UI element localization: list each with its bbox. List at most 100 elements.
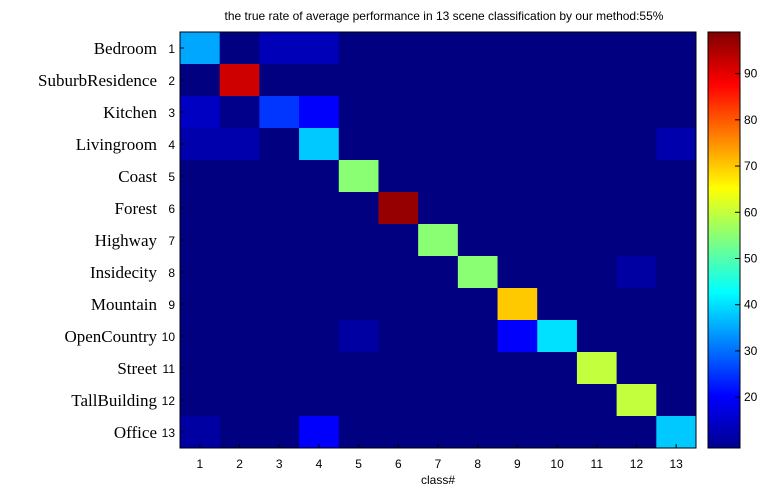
heatmap-cell bbox=[180, 384, 221, 417]
heatmap-cell bbox=[497, 64, 538, 97]
heatmap-cell bbox=[576, 64, 618, 97]
heatmap-cell bbox=[457, 96, 499, 129]
heatmap-cell bbox=[616, 352, 657, 385]
col-tick-label: 8 bbox=[474, 457, 481, 471]
row-tick-label: 9 bbox=[168, 298, 175, 312]
heatmap-cell bbox=[457, 288, 499, 321]
row-label: Coast bbox=[118, 167, 157, 186]
heatmap-cell bbox=[418, 288, 459, 321]
row-tick-label: 11 bbox=[163, 362, 176, 376]
heatmap-cells bbox=[180, 32, 697, 449]
heatmap-cell bbox=[576, 224, 618, 257]
heatmap-cell bbox=[259, 160, 300, 193]
heatmap-cell bbox=[418, 384, 459, 417]
col-tick-label: 2 bbox=[236, 457, 243, 471]
heatmap-cell bbox=[180, 64, 221, 97]
row-label: SuburbResidence bbox=[38, 71, 157, 90]
heatmap-cell bbox=[497, 160, 538, 193]
heatmap-cell bbox=[259, 384, 300, 417]
heatmap-cell bbox=[338, 160, 379, 193]
heatmap-cell bbox=[180, 160, 221, 193]
heatmap-cell bbox=[616, 288, 657, 321]
heatmap-cell bbox=[219, 128, 260, 161]
heatmap-cell bbox=[219, 384, 260, 417]
heatmap-cell bbox=[259, 416, 300, 449]
row-label: OpenCountry bbox=[64, 327, 157, 346]
col-tick-label: 6 bbox=[395, 457, 402, 471]
heatmap-cell bbox=[378, 128, 419, 161]
colorbar-tick-label: 30 bbox=[744, 344, 758, 358]
heatmap-cell bbox=[299, 384, 340, 417]
heatmap-cell bbox=[497, 288, 538, 321]
heatmap-cell bbox=[259, 96, 300, 129]
row-label: Livingroom bbox=[76, 135, 157, 154]
heatmap-cell bbox=[219, 352, 260, 385]
heatmap-cell bbox=[338, 96, 379, 129]
heatmap-cell bbox=[299, 352, 340, 385]
x-axis-label: class# bbox=[421, 473, 455, 487]
heatmap-cell bbox=[418, 128, 459, 161]
heatmap-cell bbox=[537, 160, 578, 193]
heatmap-cell bbox=[537, 384, 578, 417]
heatmap-cell bbox=[418, 32, 459, 65]
heatmap-cell bbox=[299, 256, 340, 289]
row-label: Highway bbox=[95, 231, 158, 250]
heatmap-cell bbox=[656, 160, 697, 193]
heatmap-cell bbox=[457, 416, 499, 449]
heatmap-cell bbox=[656, 96, 697, 129]
colorbar-tick-label: 60 bbox=[744, 205, 758, 219]
heatmap-cell bbox=[219, 320, 260, 353]
heatmap-cell bbox=[537, 320, 578, 353]
colorbar-tick-label: 40 bbox=[744, 298, 758, 312]
heatmap-cell bbox=[497, 384, 538, 417]
heatmap-cell bbox=[378, 32, 419, 65]
col-tick-labels: 1 2 3 4 5 6 7 8 9 10 11 12 13 bbox=[197, 444, 683, 471]
colorbar-tick-label: 80 bbox=[744, 113, 758, 127]
heatmap-cell bbox=[616, 384, 657, 417]
heatmap-cell bbox=[457, 192, 499, 225]
heatmap-cell bbox=[656, 384, 697, 417]
heatmap-cell bbox=[338, 384, 379, 417]
heatmap-cell bbox=[219, 160, 260, 193]
heatmap-cell bbox=[656, 352, 697, 385]
heatmap-cell bbox=[576, 96, 618, 129]
heatmap-cell bbox=[259, 352, 300, 385]
heatmap-cell bbox=[219, 32, 260, 65]
heatmap-cell bbox=[338, 320, 379, 353]
heatmap-cell bbox=[180, 128, 221, 161]
heatmap-cell bbox=[259, 128, 300, 161]
heatmap-cell bbox=[299, 160, 340, 193]
heatmap-cell bbox=[219, 96, 260, 129]
row-label: TallBuilding bbox=[71, 391, 157, 410]
heatmap-cell bbox=[418, 192, 459, 225]
heatmap-cell bbox=[656, 256, 697, 289]
colorbar-tick-label: 20 bbox=[744, 390, 758, 404]
heatmap-cell bbox=[219, 192, 260, 225]
heatmap-cell bbox=[378, 384, 419, 417]
heatmap-cell bbox=[656, 32, 697, 65]
heatmap-cell bbox=[378, 64, 419, 97]
heatmap-cell bbox=[537, 192, 578, 225]
heatmap-cell bbox=[378, 224, 419, 257]
heatmap-cell bbox=[180, 32, 221, 65]
heatmap-cell bbox=[180, 256, 221, 289]
heatmap-cell bbox=[576, 32, 618, 65]
heatmap-cell bbox=[180, 320, 221, 353]
heatmap-cell bbox=[378, 96, 419, 129]
heatmap-cell bbox=[457, 64, 499, 97]
heatmap-cell bbox=[616, 224, 657, 257]
heatmap-cell bbox=[656, 192, 697, 225]
row-label: Bedroom bbox=[94, 39, 157, 58]
heatmap-cell bbox=[457, 256, 499, 289]
heatmap-cell bbox=[180, 416, 221, 449]
heatmap-cell bbox=[378, 352, 419, 385]
heatmap-cell bbox=[299, 64, 340, 97]
heatmap-cell bbox=[576, 160, 618, 193]
col-tick-label: 13 bbox=[669, 457, 683, 471]
heatmap-cell bbox=[338, 128, 379, 161]
heatmap-cell bbox=[537, 256, 578, 289]
heatmap-cell bbox=[259, 64, 300, 97]
col-tick-label: 7 bbox=[435, 457, 442, 471]
heatmap-cell bbox=[537, 352, 578, 385]
heatmap-cell bbox=[259, 320, 300, 353]
